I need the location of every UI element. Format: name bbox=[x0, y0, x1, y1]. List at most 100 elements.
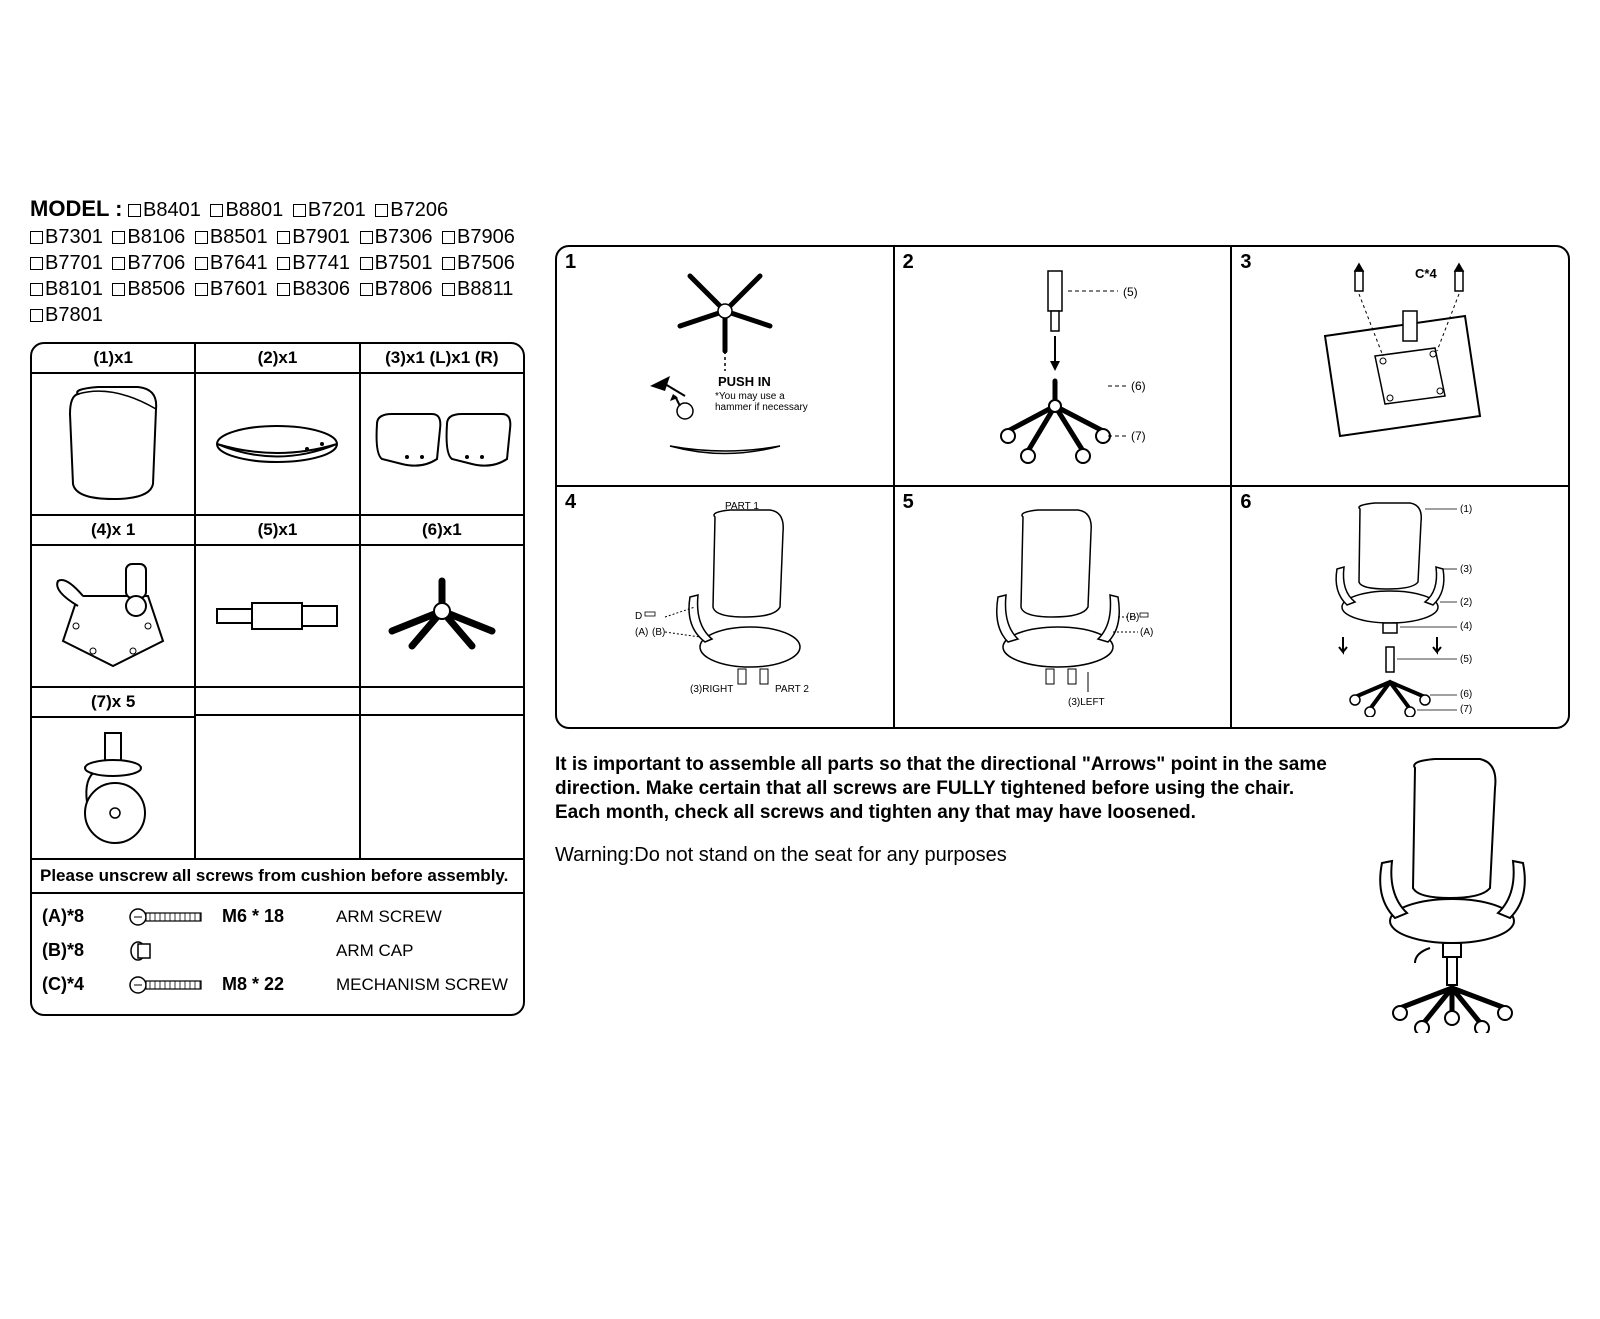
step-number: 2 bbox=[903, 251, 914, 274]
model-checkbox-item: B7501 bbox=[360, 250, 433, 276]
svg-text:(6): (6) bbox=[1131, 379, 1146, 393]
seat-icon bbox=[207, 414, 347, 474]
model-label: MODEL : bbox=[30, 196, 122, 221]
checkbox-icon bbox=[30, 231, 43, 244]
hw-qty: (B)*8 bbox=[42, 940, 114, 961]
part-cell-4: (4)x 1 bbox=[32, 516, 196, 688]
model-checkbox-item: B7301 bbox=[30, 224, 103, 250]
part-cell-5: (5)x1 bbox=[196, 516, 360, 688]
hw-qty: (A)*8 bbox=[42, 906, 114, 927]
hardware-note: Please unscrew all screws from cushion b… bbox=[32, 860, 523, 894]
warning-text: Warning:Do not stand on the seat for any… bbox=[555, 844, 1330, 867]
step-number: 4 bbox=[565, 491, 576, 514]
step-number: 1 bbox=[565, 251, 576, 274]
part-cell-2: (2)x1 bbox=[196, 344, 360, 516]
step2-diagram: (5) (6) (7) bbox=[968, 256, 1158, 476]
checkbox-icon bbox=[112, 257, 125, 270]
part-label: (1)x1 bbox=[32, 344, 194, 374]
model-checkbox-item: B7741 bbox=[277, 250, 350, 276]
model-checkbox-item: B8106 bbox=[112, 224, 185, 250]
step-6: 6 bbox=[1232, 487, 1568, 727]
model-checkbox-item: B7806 bbox=[360, 276, 433, 302]
part-label: (6)x1 bbox=[361, 516, 523, 546]
step1-diagram: PUSH IN *You may use a hammer if necessa… bbox=[630, 256, 820, 476]
step3-diagram: C*4 bbox=[1305, 256, 1495, 476]
checkbox-icon bbox=[195, 257, 208, 270]
step-2: 2 (5) bbox=[895, 247, 1233, 487]
model-checkbox-item: B7801 bbox=[30, 302, 103, 328]
hammer-note: *You may use a hammer if necessary bbox=[715, 391, 815, 413]
model-checkbox-item: B8306 bbox=[277, 276, 350, 302]
checkbox-icon bbox=[128, 204, 141, 217]
hw-name: ARM SCREW bbox=[336, 907, 442, 927]
svg-text:PART 1: PART 1 bbox=[725, 501, 759, 512]
svg-text:(B): (B) bbox=[1126, 612, 1139, 623]
model-checkbox-item: B7306 bbox=[360, 224, 433, 250]
part-cell-7: (7)x 5 bbox=[32, 688, 196, 860]
checkbox-icon bbox=[112, 283, 125, 296]
part-label: (4)x 1 bbox=[32, 516, 194, 546]
hw-spec: M8 * 22 bbox=[222, 974, 322, 995]
step-1: 1 PUSH bbox=[557, 247, 895, 487]
screw-icon bbox=[128, 974, 208, 996]
screw-icon bbox=[128, 906, 208, 928]
svg-text:(3): (3) bbox=[1460, 564, 1472, 575]
part-cell-empty1 bbox=[196, 688, 360, 860]
step-3: 3 C*4 bbox=[1232, 247, 1568, 487]
checkbox-icon bbox=[360, 257, 373, 270]
svg-text:(1): (1) bbox=[1460, 504, 1472, 515]
part-cell-empty2 bbox=[361, 688, 523, 860]
push-in-label: PUSH IN bbox=[718, 374, 771, 389]
checkbox-icon bbox=[360, 283, 373, 296]
model-header: MODEL : B8401 B8801 B7201 B7206 B7301 B8… bbox=[30, 195, 525, 328]
hw-name: MECHANISM SCREW bbox=[336, 975, 508, 995]
step-number: 3 bbox=[1240, 251, 1251, 274]
cap-icon bbox=[128, 940, 158, 962]
svg-text:C*4: C*4 bbox=[1415, 266, 1437, 281]
base-icon bbox=[372, 571, 512, 661]
svg-text:D: D bbox=[635, 611, 642, 622]
step-number: 6 bbox=[1240, 491, 1251, 514]
checkbox-icon bbox=[195, 283, 208, 296]
step4-diagram: PART 1 PART 2 (3)RIGHT D (A) (B) bbox=[630, 497, 820, 717]
model-checkbox-item: B7706 bbox=[112, 250, 185, 276]
checkbox-icon bbox=[293, 204, 306, 217]
step5-diagram: (A) (B) (3)LEFT bbox=[968, 497, 1158, 717]
model-checkbox-item: B7601 bbox=[195, 276, 268, 302]
checkbox-icon bbox=[30, 283, 43, 296]
gas-lift-icon bbox=[207, 591, 347, 641]
part-cell-1: (1)x1 bbox=[32, 344, 196, 516]
svg-text:(7): (7) bbox=[1131, 429, 1146, 443]
checkbox-icon bbox=[277, 283, 290, 296]
checkbox-icon bbox=[277, 257, 290, 270]
hw-spec: M6 * 18 bbox=[222, 906, 322, 927]
model-checkbox-item: B7641 bbox=[195, 250, 268, 276]
checkbox-icon bbox=[112, 231, 125, 244]
hardware-row: (B)*8ARM CAP bbox=[42, 934, 513, 968]
step6-diagram: (1) (3) (2) (4) (5) (6) (7) bbox=[1305, 497, 1495, 717]
mechanism-icon bbox=[48, 556, 178, 676]
svg-text:(6): (6) bbox=[1460, 689, 1472, 700]
backrest-icon bbox=[58, 384, 168, 504]
final-chair-illustration bbox=[1350, 753, 1570, 1038]
model-checkbox-item: B8401 bbox=[128, 197, 201, 223]
svg-text:(4): (4) bbox=[1460, 621, 1472, 632]
model-checkbox-item: B7701 bbox=[30, 250, 103, 276]
checkbox-icon bbox=[442, 257, 455, 270]
svg-text:(B): (B) bbox=[652, 627, 665, 638]
hardware-row: (A)*8 M6 * 18 ARM SCREW bbox=[42, 900, 513, 934]
step-number: 5 bbox=[903, 491, 914, 514]
model-checkbox-item: B7206 bbox=[375, 197, 448, 223]
checkbox-icon bbox=[360, 231, 373, 244]
model-checkbox-item: B8501 bbox=[195, 224, 268, 250]
checkbox-icon bbox=[30, 309, 43, 322]
model-checkbox-item: B8101 bbox=[30, 276, 103, 302]
hardware-row: (C)*4M8 * 22MECHANISM SCREW bbox=[42, 968, 513, 1002]
part-cell-6: (6)x1 bbox=[361, 516, 523, 688]
part-cell-3: (3)x1 (L)x1 (R) bbox=[361, 344, 523, 516]
svg-text:(3)RIGHT: (3)RIGHT bbox=[690, 684, 733, 695]
checkbox-icon bbox=[30, 257, 43, 270]
parts-table: (1)x1 (2)x1 bbox=[30, 342, 525, 1016]
model-checkbox-item: B7901 bbox=[277, 224, 350, 250]
step-5: 5 (A) bbox=[895, 487, 1233, 727]
